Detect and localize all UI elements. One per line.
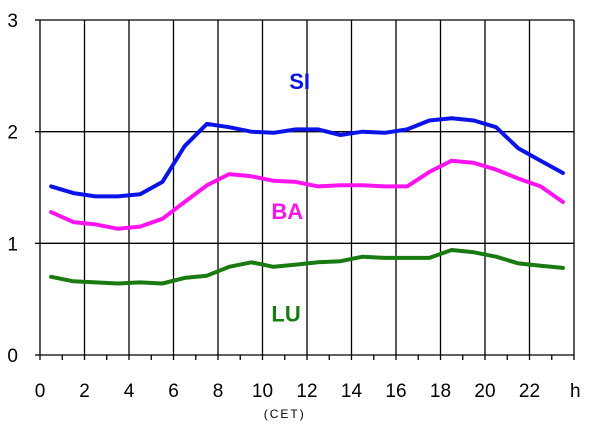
x-tick-label: 0: [35, 381, 46, 402]
y-tick-label: 1: [7, 234, 18, 255]
series-line-lu: [49, 248, 565, 286]
x-axis-unit: h: [570, 381, 581, 402]
x-tick-label: 12: [296, 381, 317, 402]
series-label-lu: LU: [271, 302, 300, 327]
series-lines: [49, 116, 565, 286]
x-tick-label: 14: [341, 381, 363, 402]
series-line-si: [49, 116, 565, 199]
y-tick-label: 2: [7, 123, 18, 144]
x-tick-label: 16: [385, 381, 406, 402]
y-tick-label: 3: [7, 11, 18, 32]
x-tick-label: 20: [474, 381, 495, 402]
grid: [35, 19, 575, 360]
x-tick-label: 8: [213, 381, 224, 402]
x-tick-label: 4: [124, 381, 135, 402]
x-axis-label: (CET): [264, 407, 306, 421]
series-line-ba: [49, 158, 565, 231]
series-label-ba: BA: [271, 199, 303, 224]
x-tick-label: 6: [168, 381, 179, 402]
series-label-si: SI: [289, 69, 310, 94]
series-labels: SI BA LU: [271, 69, 310, 326]
x-tick-label: 2: [79, 381, 90, 402]
x-tick-label: 10: [252, 381, 273, 402]
y-tick-label: 0: [7, 346, 18, 367]
x-tick-label: 22: [519, 381, 540, 402]
x-tick-label: 18: [430, 381, 451, 402]
